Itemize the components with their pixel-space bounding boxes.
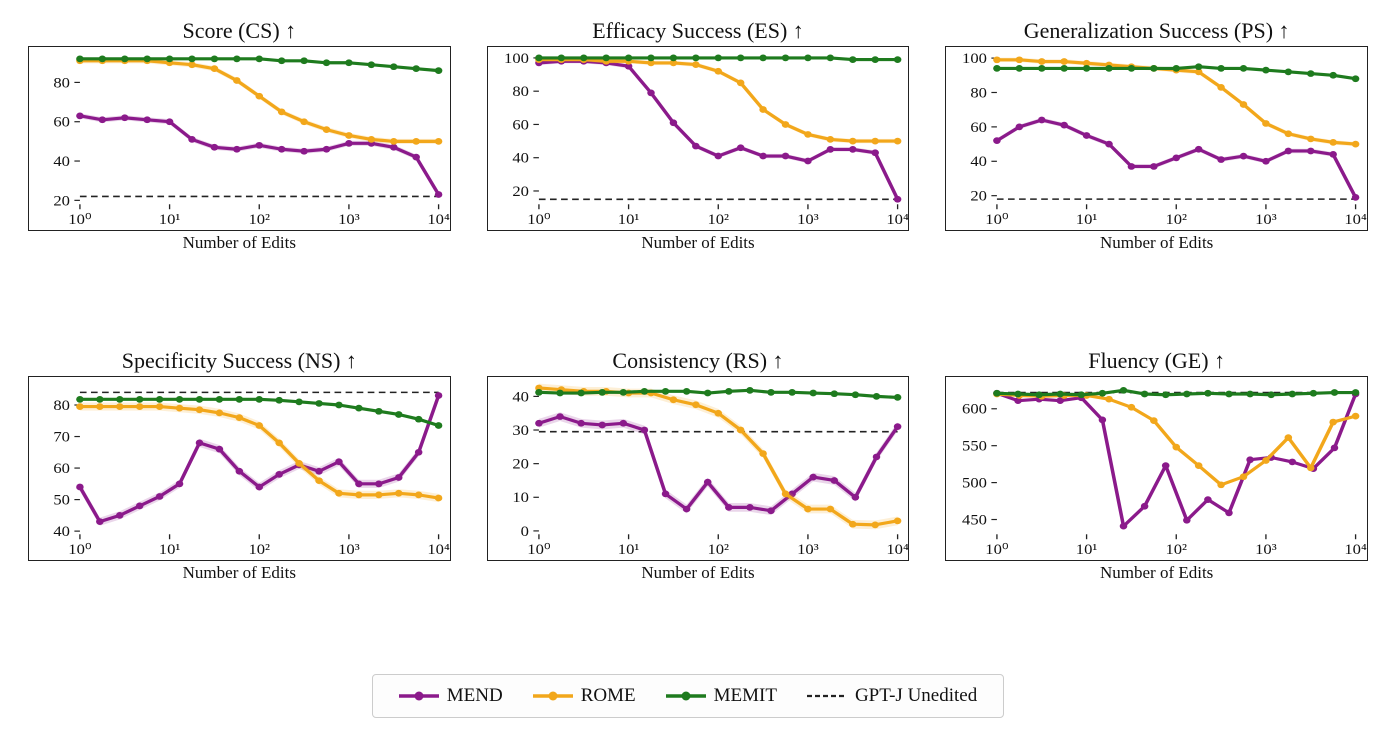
svg-text:10²: 10²	[248, 212, 270, 228]
legend-item-mend: MEND	[399, 685, 503, 707]
svg-text:10¹: 10¹	[617, 542, 639, 558]
svg-text:10²: 10²	[248, 542, 270, 558]
xaxis-label-0: Number of Edits	[183, 233, 296, 253]
chart-area-3: 10⁰ 10¹ 10² 10³ 10⁴ 40 50 60 70 80	[28, 376, 451, 561]
svg-text:10³: 10³	[1255, 212, 1277, 228]
svg-text:10¹: 10¹	[1076, 542, 1098, 558]
svg-text:10¹: 10¹	[159, 212, 181, 228]
chart-area-2: 10⁰ 10¹ 10² 10³ 10⁴ 20 40 60 80 100	[945, 46, 1368, 231]
memit-swatch-icon	[666, 690, 706, 702]
svg-text:10¹: 10¹	[617, 212, 639, 228]
svg-text:10⁰: 10⁰	[986, 212, 1009, 228]
svg-text:10²: 10²	[1166, 542, 1188, 558]
svg-text:500: 500	[962, 475, 987, 491]
svg-text:10: 10	[512, 490, 529, 506]
svg-text:30: 30	[512, 423, 529, 439]
chart-title-1: Efficacy Success (ES) ↑	[592, 18, 804, 44]
svg-text:10²: 10²	[707, 542, 729, 558]
svg-text:10⁴: 10⁴	[886, 212, 909, 228]
chart-title-3: Specificity Success (NS) ↑	[122, 348, 357, 374]
chart-area-5: 10⁰ 10¹ 10² 10³ 10⁴ 450 500 550 600	[945, 376, 1368, 561]
mend-swatch-icon	[399, 690, 439, 702]
svg-text:10⁰: 10⁰	[527, 212, 550, 228]
svg-text:0: 0	[520, 524, 528, 540]
chart-title-0: Score (CS) ↑	[183, 18, 297, 44]
svg-text:10⁰: 10⁰	[68, 212, 91, 228]
svg-text:10³: 10³	[338, 542, 360, 558]
svg-text:20: 20	[53, 193, 70, 209]
xaxis-label-2: Number of Edits	[1100, 233, 1213, 253]
svg-text:40: 40	[512, 150, 529, 166]
svg-text:60: 60	[53, 461, 70, 477]
svg-text:10³: 10³	[797, 212, 819, 228]
svg-text:10²: 10²	[707, 212, 729, 228]
rome-swatch-icon	[533, 690, 573, 702]
svg-text:40: 40	[512, 389, 529, 405]
svg-text:10²: 10²	[1166, 212, 1188, 228]
gptj-swatch-icon	[807, 690, 847, 702]
svg-text:10⁰: 10⁰	[68, 542, 91, 558]
svg-text:100: 100	[504, 51, 529, 67]
panel-consistency: Consistency (RS) ↑ 10⁰ 10¹ 10² 10³ 10⁴ 0 10 20 3…	[469, 340, 928, 670]
svg-text:10¹: 10¹	[159, 542, 181, 558]
svg-text:450: 450	[962, 512, 987, 528]
chart-grid: Score (CS) ↑ 10⁰ 10¹ 10² 10³ 10⁴ 20 40 60 80 Num…	[10, 10, 1376, 670]
chart-title-4: Consistency (RS) ↑	[612, 348, 783, 374]
svg-text:10⁰: 10⁰	[986, 542, 1009, 558]
svg-text:80: 80	[971, 85, 988, 101]
svg-text:10⁴: 10⁴	[886, 542, 909, 558]
svg-text:40: 40	[971, 154, 988, 170]
svg-text:20: 20	[512, 184, 529, 200]
panel-score: Score (CS) ↑ 10⁰ 10¹ 10² 10³ 10⁴ 20 40 60 80 Num…	[10, 10, 469, 340]
svg-text:20: 20	[971, 188, 988, 204]
xaxis-label-3: Number of Edits	[183, 563, 296, 583]
svg-text:20: 20	[512, 456, 529, 472]
chart-area-0: 10⁰ 10¹ 10² 10³ 10⁴ 20 40 60 80	[28, 46, 451, 231]
legend-item-gptj: GPT-J Unedited	[807, 685, 977, 707]
svg-text:10¹: 10¹	[1076, 212, 1098, 228]
chart-title-5: Fluency (GE) ↑	[1088, 348, 1225, 374]
panel-fluency: Fluency (GE) ↑ 10⁰ 10¹ 10² 10³ 10⁴ 450 500 550 6…	[927, 340, 1376, 670]
svg-text:40: 40	[53, 154, 70, 170]
svg-text:10⁴: 10⁴	[1345, 542, 1368, 558]
xaxis-label-5: Number of Edits	[1100, 563, 1213, 583]
svg-text:80: 80	[53, 75, 70, 91]
svg-text:10³: 10³	[1255, 542, 1277, 558]
svg-text:100: 100	[962, 51, 987, 67]
svg-text:550: 550	[962, 438, 987, 454]
chart-title-2: Generalization Success (PS) ↑	[1024, 18, 1290, 44]
svg-text:60: 60	[53, 114, 70, 130]
svg-text:10⁴: 10⁴	[1345, 212, 1368, 228]
xaxis-label-1: Number of Edits	[641, 233, 754, 253]
legend-bar: MEND ROME MEMIT GPT-J Unedited	[10, 674, 1366, 718]
svg-text:80: 80	[512, 84, 529, 100]
svg-text:40: 40	[53, 524, 70, 540]
svg-text:10³: 10³	[338, 212, 360, 228]
legend-item-rome: ROME	[533, 685, 636, 707]
svg-text:50: 50	[53, 492, 70, 508]
svg-text:10⁴: 10⁴	[427, 542, 450, 558]
legend-item-memit: MEMIT	[666, 685, 777, 707]
svg-text:70: 70	[53, 429, 70, 445]
svg-text:60: 60	[971, 120, 988, 136]
svg-text:10³: 10³	[797, 542, 819, 558]
svg-text:60: 60	[512, 117, 529, 133]
legend-box: MEND ROME MEMIT GPT-J Unedited	[372, 674, 1004, 718]
chart-area-1: 10⁰ 10¹ 10² 10³ 10⁴ 20 40 60 80 100	[487, 46, 910, 231]
chart-area-4: 10⁰ 10¹ 10² 10³ 10⁴ 0 10 20 30 40	[487, 376, 910, 561]
svg-text:600: 600	[962, 401, 987, 417]
panel-specificity: Specificity Success (NS) ↑ 10⁰ 10¹ 10² 10³ 1…	[10, 340, 469, 670]
svg-text:10⁰: 10⁰	[527, 542, 550, 558]
svg-text:80: 80	[53, 398, 70, 414]
panel-generalization: Generalization Success (PS) ↑ 10⁰ 10¹ 10² 1…	[927, 10, 1376, 340]
panel-efficacy: Efficacy Success (ES) ↑ 10⁰ 10¹ 10² 10³ 10⁴ 2…	[469, 10, 928, 340]
xaxis-label-4: Number of Edits	[641, 563, 754, 583]
svg-text:10⁴: 10⁴	[427, 212, 450, 228]
